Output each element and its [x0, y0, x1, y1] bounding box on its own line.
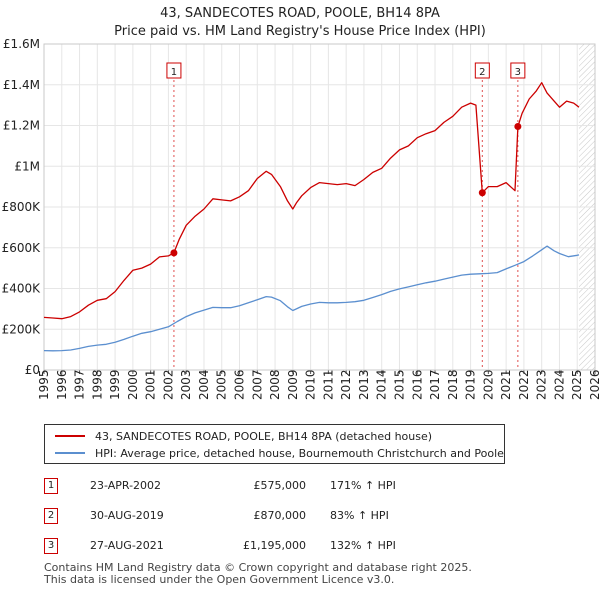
chart-title: 43, SANDECOTES ROAD, POOLE, BH14 8PA [160, 6, 440, 21]
sale-point [170, 249, 178, 257]
x-tick-label: 2024 [552, 369, 566, 400]
legend-item-hpi: HPI: Average price, detached house, Bour… [55, 445, 504, 461]
x-tick-label: 2022 [517, 369, 531, 400]
x-tick-label: 2005 [215, 369, 229, 400]
x-tick-label: 1999 [108, 369, 122, 400]
table-row: 1 23-APR-2002 £575,000 171% ↑ HPI [40, 476, 396, 498]
x-tick-label: 2007 [250, 369, 264, 400]
y-tick-label: £1.6M [3, 37, 40, 51]
x-tick-label: 2004 [197, 369, 211, 400]
sale-marker: 1 [44, 478, 58, 494]
y-tick-label: £600K [2, 241, 42, 255]
sale-date: 30-AUG-2019 [90, 509, 164, 522]
sale-price: £1,195,000 [243, 539, 306, 552]
x-tick-label: 1996 [55, 369, 69, 400]
series-line-property [43, 82, 580, 320]
x-tick-label: 2011 [321, 369, 335, 400]
x-tick-label: 1998 [90, 369, 104, 400]
y-tick-label: £1.2M [3, 119, 40, 133]
x-tick-label: 2025 [570, 369, 584, 400]
x-tick-label: 2008 [268, 369, 282, 400]
x-tick-label: 2017 [428, 369, 442, 400]
y-tick-label: £0 [25, 363, 40, 377]
x-tick-label: 2016 [410, 369, 424, 400]
x-tick-label: 2009 [286, 369, 300, 400]
x-tick-label: 2014 [375, 369, 389, 400]
sale-date: 27-AUG-2021 [90, 539, 164, 552]
sale-marker-label: 3 [515, 67, 521, 78]
sale-marker-label: 2 [479, 67, 485, 78]
sale-marker: 2 [44, 508, 58, 524]
sale-hpi: 171% ↑ HPI [330, 479, 396, 492]
series-line-hpi [43, 245, 580, 352]
table-row: 2 30-AUG-2019 £870,000 83% ↑ HPI [40, 506, 389, 528]
legend-label-hpi: HPI: Average price, detached house, Bour… [95, 446, 504, 460]
legend-swatch-hpi [55, 452, 85, 454]
plot-frame [43, 43, 596, 371]
x-tick-label: 2002 [161, 369, 175, 400]
legend-item-property: 43, SANDECOTES ROAD, POOLE, BH14 8PA (de… [55, 428, 432, 444]
footer: Contains HM Land Registry data © Crown c… [44, 562, 472, 586]
table-row: 3 27-AUG-2021 £1,195,000 132% ↑ HPI [40, 536, 396, 558]
x-tick-label: 2001 [144, 369, 158, 400]
x-tick-label: 2015 [392, 369, 406, 400]
footer-copyright: Contains HM Land Registry data © Crown c… [44, 561, 472, 574]
sale-point [514, 123, 522, 131]
legend-swatch-property [55, 435, 85, 437]
legend: 43, SANDECOTES ROAD, POOLE, BH14 8PA (de… [44, 424, 505, 464]
sale-marker-box [474, 62, 490, 79]
sale-hpi: 83% ↑ HPI [330, 509, 389, 522]
sale-marker: 3 [44, 538, 58, 554]
x-tick-label: 2000 [126, 369, 140, 400]
y-tick-label: £400K [2, 282, 42, 296]
x-tick-label: 1997 [73, 369, 87, 400]
y-tick-label: £1.4M [3, 78, 40, 92]
sale-point [478, 189, 486, 197]
x-tick-label: 2023 [535, 369, 549, 400]
legend-label-property: 43, SANDECOTES ROAD, POOLE, BH14 8PA (de… [95, 429, 433, 443]
price-chart: £0 £200K £400K £600K £800K £1M £1.2M £1.4M £1.6M… [2, 37, 600, 400]
x-tick-label: 2006 [233, 369, 247, 400]
sale-marker-label: 1 [171, 67, 177, 78]
x-tick-label: 2019 [464, 369, 478, 400]
sale-price: £870,000 [253, 509, 307, 522]
sale-price: £575,000 [253, 479, 307, 492]
x-tick-label: 2021 [499, 369, 513, 400]
y-tick-label: £1M [14, 159, 40, 173]
x-tick-label: 2026 [588, 369, 600, 400]
chart-subtitle: Price paid vs. HM Land Registry's House … [114, 24, 486, 39]
sale-hpi: 132% ↑ HPI [330, 539, 396, 552]
x-tick-label: 2020 [481, 369, 495, 400]
footer-license: This data is licensed under the Open Gov… [44, 573, 395, 586]
x-tick-label: 2003 [179, 369, 193, 400]
y-tick-label: £200K [2, 322, 42, 336]
x-tick-label: 2013 [357, 369, 371, 400]
x-tick-label: 2010 [304, 369, 318, 400]
y-tick-label: £800K [2, 200, 42, 214]
x-tick-label: 1995 [37, 369, 51, 400]
sale-date: 23-APR-2002 [90, 479, 162, 492]
sale-marker-box [166, 62, 182, 79]
x-tick-label: 2012 [339, 369, 353, 400]
x-tick-label: 2018 [446, 369, 460, 400]
sale-marker-box [510, 62, 526, 79]
